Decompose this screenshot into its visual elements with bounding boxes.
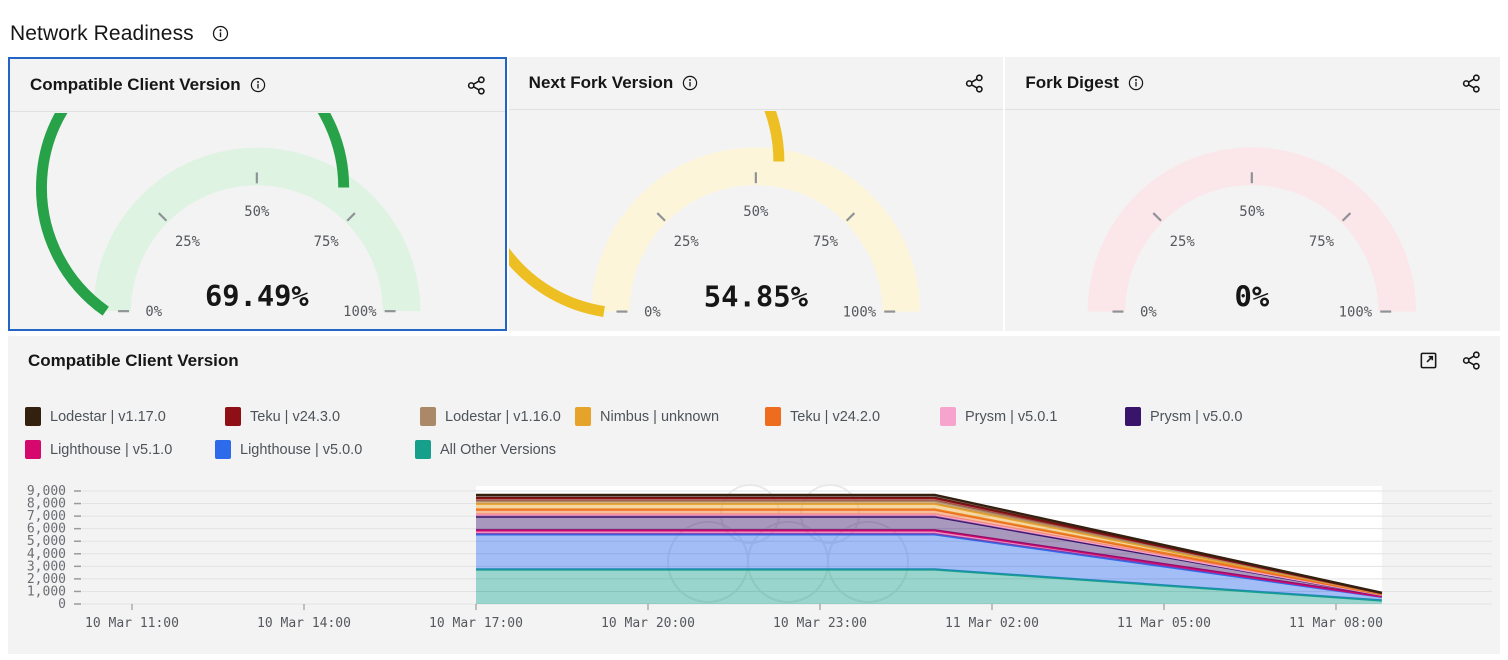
legend-label: Prysm | v5.0.0	[1150, 408, 1243, 425]
legend-swatch	[420, 407, 436, 426]
chart-title: Compatible Client Version	[28, 350, 239, 370]
svg-text:75%: 75%	[314, 234, 340, 250]
svg-text:0%: 0%	[644, 305, 661, 321]
chart-legend: Lodestar | v1.17.0 Teku | v24.3.0 Lodestar…	[25, 404, 1490, 462]
svg-text:69.49%: 69.49%	[205, 279, 309, 313]
panel-header: Fork Digest	[1005, 57, 1501, 110]
svg-text:3,000: 3,000	[27, 559, 66, 574]
svg-text:50%: 50%	[244, 204, 270, 220]
svg-text:10 Mar 23:00: 10 Mar 23:00	[773, 616, 867, 631]
svg-text:0%: 0%	[145, 304, 162, 320]
svg-text:75%: 75%	[813, 234, 839, 250]
panel-next-fork-version[interactable]: Next Fork Version 0% 25% 50% 75% 100% 54.85%	[508, 57, 1004, 331]
svg-text:25%: 25%	[1170, 234, 1196, 250]
svg-text:10 Mar 11:00: 10 Mar 11:00	[85, 616, 179, 631]
page-header: Network Readiness	[0, 0, 1508, 55]
legend-swatch	[765, 407, 781, 426]
svg-text:11 Mar 02:00: 11 Mar 02:00	[945, 616, 1039, 631]
legend-swatch	[215, 440, 231, 459]
legend-swatch	[575, 407, 591, 426]
svg-text:25%: 25%	[175, 234, 201, 250]
legend-item[interactable]: All Other Versions	[415, 437, 610, 462]
svg-text:54.85%: 54.85%	[703, 280, 808, 314]
legend-item[interactable]: Teku | v24.3.0	[225, 404, 420, 429]
legend-label: Lodestar | v1.17.0	[50, 408, 166, 425]
panel-fork-digest[interactable]: Fork Digest 0% 25% 50% 75% 100% 0%	[1005, 57, 1501, 331]
share-icon[interactable]	[964, 73, 985, 94]
svg-text:11 Mar 05:00: 11 Mar 05:00	[1117, 616, 1211, 631]
svg-text:2,000: 2,000	[27, 572, 66, 587]
panel-compatible-client-version[interactable]: Compatible Client Version 0% 25% 50% 75% 100…	[8, 57, 507, 331]
svg-text:100%: 100%	[842, 305, 876, 321]
panel-title: Compatible Client Version	[30, 75, 241, 94]
svg-text:100%: 100%	[1339, 305, 1373, 321]
legend-item[interactable]: Nimbus | unknown	[575, 404, 765, 429]
svg-text:1,000: 1,000	[27, 584, 66, 599]
share-icon[interactable]	[1461, 350, 1482, 371]
legend-label: Nimbus | unknown	[600, 408, 720, 425]
legend-label: Teku | v24.2.0	[790, 408, 881, 425]
svg-text:50%: 50%	[743, 204, 769, 220]
legend-label: Lighthouse | v5.1.0	[50, 441, 173, 458]
legend-swatch	[25, 440, 41, 459]
svg-text:6,000: 6,000	[27, 522, 66, 537]
gauge: 0% 25% 50% 75% 100% 54.85%	[508, 111, 1004, 331]
svg-text:0%: 0%	[1235, 280, 1270, 314]
legend-item[interactable]: Teku | v24.2.0	[765, 404, 940, 429]
svg-text:11 Mar 08:00: 11 Mar 08:00	[1289, 616, 1383, 631]
panel-compatible-client-version-chart: Compatible Client Version Lodestar | v1.…	[8, 336, 1500, 654]
legend-swatch	[225, 407, 241, 426]
panel-header: Compatible Client Version	[10, 59, 505, 112]
panel-title: Fork Digest	[1025, 73, 1119, 92]
svg-text:0: 0	[58, 597, 66, 612]
chart-header: Compatible Client Version	[8, 336, 1500, 371]
legend-item[interactable]: Prysm | v5.0.0	[1125, 404, 1310, 429]
svg-text:5,000: 5,000	[27, 534, 66, 549]
legend-label: Prysm | v5.0.1	[965, 408, 1058, 425]
share-icon[interactable]	[1461, 73, 1482, 94]
legend-item[interactable]: Lodestar | v1.17.0	[25, 404, 225, 429]
expand-icon[interactable]	[1418, 350, 1439, 371]
panel-header: Next Fork Version	[508, 57, 1004, 110]
info-icon[interactable]	[1128, 75, 1144, 91]
legend-swatch	[1125, 407, 1141, 426]
share-icon[interactable]	[466, 75, 487, 96]
legend-item[interactable]: Lodestar | v1.16.0	[420, 404, 575, 429]
svg-text:0%: 0%	[1140, 305, 1157, 321]
legend-label: Lighthouse | v5.0.0	[240, 441, 363, 458]
info-icon[interactable]	[682, 75, 698, 91]
svg-text:9,000: 9,000	[27, 484, 66, 499]
gauge: 0% 25% 50% 75% 100% 0%	[1005, 111, 1500, 331]
svg-text:8,000: 8,000	[27, 497, 66, 512]
gauge: 0% 25% 50% 75% 100% 69.49%	[10, 113, 505, 329]
info-icon[interactable]	[212, 25, 229, 42]
svg-text:7,000: 7,000	[27, 509, 66, 524]
legend-swatch	[25, 407, 41, 426]
panel-title: Next Fork Version	[528, 73, 674, 92]
svg-text:4,000: 4,000	[27, 547, 66, 562]
stacked-area-chart: 0 1,000 2,000 3,000 4,000 5,000 6,000 7,000 8,00…	[8, 480, 1500, 648]
legend-swatch	[940, 407, 956, 426]
page-title: Network Readiness	[10, 21, 194, 45]
legend-swatch	[415, 440, 431, 459]
legend-item[interactable]: Lighthouse | v5.0.0	[215, 437, 415, 462]
legend-label: All Other Versions	[440, 441, 557, 458]
svg-text:100%: 100%	[343, 304, 377, 320]
svg-text:10 Mar 14:00: 10 Mar 14:00	[257, 616, 351, 631]
legend-item[interactable]: Lighthouse | v5.1.0	[25, 437, 215, 462]
svg-text:10 Mar 17:00: 10 Mar 17:00	[429, 616, 523, 631]
svg-text:50%: 50%	[1240, 204, 1266, 220]
svg-text:10 Mar 20:00: 10 Mar 20:00	[601, 616, 695, 631]
svg-text:75%: 75%	[1309, 234, 1335, 250]
gauge-row: Compatible Client Version 0% 25% 50% 75% 100…	[8, 57, 1501, 331]
legend-label: Teku | v24.3.0	[250, 408, 341, 425]
legend-item[interactable]: Prysm | v5.0.1	[940, 404, 1125, 429]
svg-text:25%: 25%	[673, 234, 699, 250]
info-icon[interactable]	[250, 77, 266, 93]
legend-label: Lodestar | v1.16.0	[445, 408, 561, 425]
